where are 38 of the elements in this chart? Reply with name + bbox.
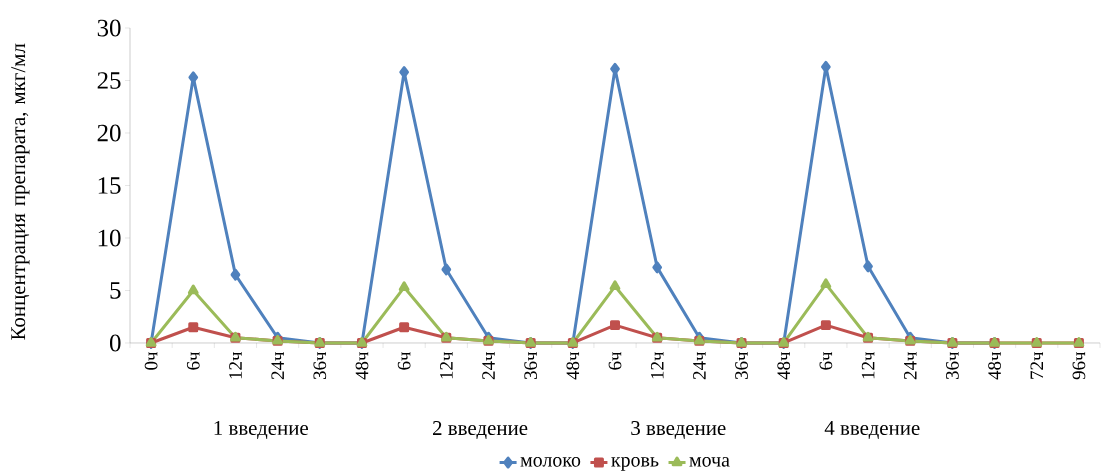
y-tick-label: 25 bbox=[97, 72, 121, 89]
x-tick-label: 72ч bbox=[1030, 351, 1044, 379]
text: 1 введение bbox=[214, 421, 308, 439]
x-tick-label: 36ч bbox=[946, 351, 959, 380]
legend-label: моча bbox=[689, 457, 730, 467]
x-tick-label: 24ч bbox=[693, 351, 706, 380]
legend-label: молоко bbox=[520, 457, 581, 467]
x-tick-label: 6ч bbox=[608, 351, 622, 370]
x-tick-label: 48ч bbox=[355, 351, 369, 380]
y-tick-label: 5 bbox=[110, 282, 121, 299]
y-tick-label: 15 bbox=[98, 177, 121, 194]
x-tick-label: 48ч bbox=[988, 351, 1001, 380]
x-tick-label: 12ч bbox=[650, 351, 664, 379]
x-tick-label: 96ч bbox=[1072, 351, 1086, 380]
x-tick-label: 12ч bbox=[229, 351, 242, 379]
y-tick-label: 30 bbox=[97, 19, 121, 37]
x-tick-label: 24ч bbox=[903, 351, 917, 380]
x-tick-label: 24ч bbox=[482, 351, 495, 380]
x-tick-label: 6ч bbox=[186, 351, 200, 370]
y-tick-label: 10 bbox=[98, 229, 121, 247]
text: 2 введение bbox=[433, 421, 528, 439]
x-tick-label: 36ч bbox=[524, 351, 538, 380]
x-tick-label: 12ч bbox=[861, 351, 875, 379]
x-tick-label: 36ч bbox=[313, 351, 327, 380]
x-tick-label: 48ч bbox=[566, 351, 580, 380]
x-tick-label: 48ч bbox=[777, 351, 791, 380]
y-axis-title: Концентрация препарата, мкг/мл bbox=[11, 43, 30, 340]
x-tick-label: 6ч bbox=[397, 351, 411, 370]
x-tick-label: 24ч bbox=[271, 351, 284, 380]
y-tick-label: 20 bbox=[97, 124, 121, 142]
text: 3 введение bbox=[631, 421, 726, 439]
text: 4 введение bbox=[824, 421, 920, 439]
x-tick-label: 36ч bbox=[735, 351, 748, 380]
x-tick-label: 6ч bbox=[819, 351, 833, 370]
x-tick-label: 0ч bbox=[144, 351, 158, 370]
y-tick-label: 0 bbox=[109, 334, 121, 352]
legend-label: кровь bbox=[611, 457, 659, 471]
x-tick-label: 12ч bbox=[440, 351, 453, 379]
